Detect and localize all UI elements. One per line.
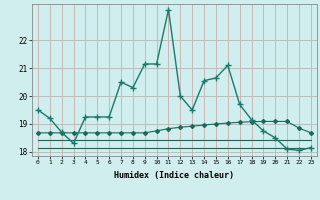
X-axis label: Humidex (Indice chaleur): Humidex (Indice chaleur) <box>115 171 234 180</box>
